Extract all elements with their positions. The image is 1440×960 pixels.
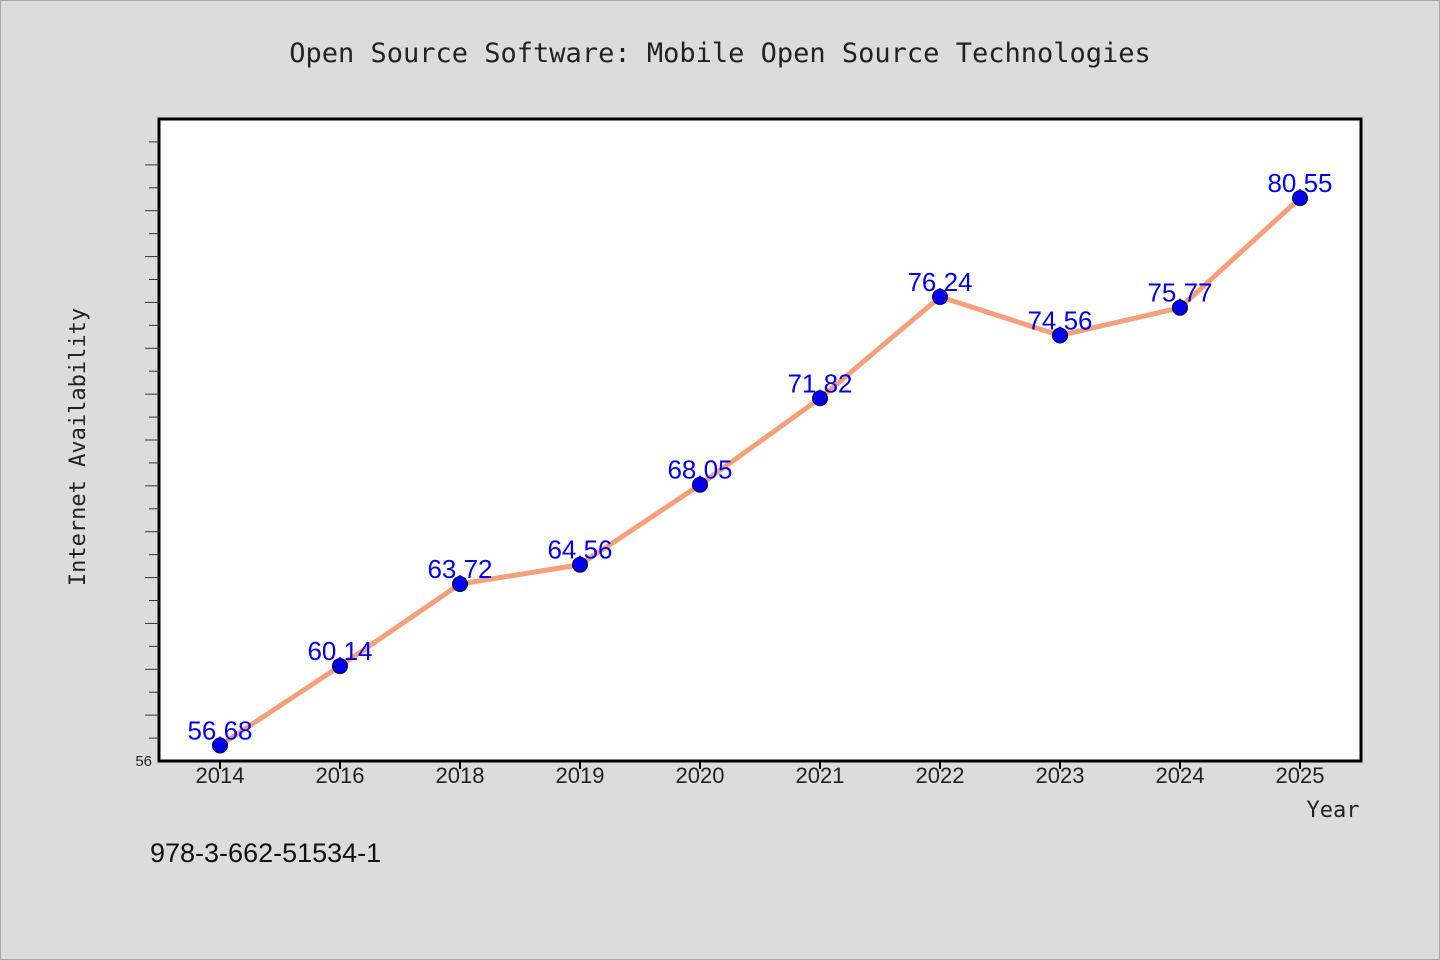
data-label: 71.82 <box>787 368 852 398</box>
data-label: 74.56 <box>1027 305 1092 335</box>
data-label: 63.72 <box>427 554 492 584</box>
x-axis-ticks: 2014 2016 2018 2019 2020 2021 2022 2023 2024 2025 <box>196 761 1325 788</box>
data-point <box>1292 190 1308 207</box>
y-axis-title: Internet Availability <box>66 308 91 586</box>
x-tick-label: 2016 <box>316 763 365 788</box>
series-line <box>217 195 1303 748</box>
data-labels-layer: 56.68 60.14 63.72 64.56 68.05 71.82 76.24 74.56… <box>187 168 1332 745</box>
x-tick-label: 2024 <box>1156 763 1205 788</box>
x-tick-label: 2025 <box>1276 763 1325 788</box>
x-tick-label: 2021 <box>796 763 845 788</box>
data-label: 76.24 <box>907 267 972 297</box>
data-point <box>932 288 948 305</box>
chart-title: Open Source Software: Mobile Open Source… <box>289 38 1151 69</box>
data-label: 68.05 <box>667 455 732 485</box>
data-point <box>212 737 228 754</box>
data-point <box>692 476 708 493</box>
x-tick-label: 2014 <box>196 763 245 788</box>
data-label: 75.77 <box>1147 278 1212 308</box>
data-point <box>1172 299 1188 316</box>
data-point <box>332 658 348 675</box>
x-axis-title: Year <box>1307 798 1360 823</box>
data-point <box>812 390 828 407</box>
data-label: 64.56 <box>547 535 612 565</box>
x-tick-label: 2019 <box>556 763 605 788</box>
data-label: 56.68 <box>187 715 252 745</box>
series-layer <box>212 190 1308 754</box>
y-tick-label: 56 <box>135 753 152 770</box>
x-tick-label: 2022 <box>916 763 965 788</box>
data-point <box>452 575 468 592</box>
x-tick-label: 2020 <box>676 763 725 788</box>
x-tick-label: 2018 <box>436 763 485 788</box>
data-point <box>572 556 588 573</box>
x-tick-label: 2023 <box>1036 763 1085 788</box>
data-label: 60.14 <box>307 636 372 666</box>
data-point <box>1052 327 1068 344</box>
y-axis-ticks: 56 <box>135 141 159 770</box>
isbn-footnote: 978-3-662-51534-1 <box>150 838 381 868</box>
data-label: 80.55 <box>1267 168 1332 198</box>
